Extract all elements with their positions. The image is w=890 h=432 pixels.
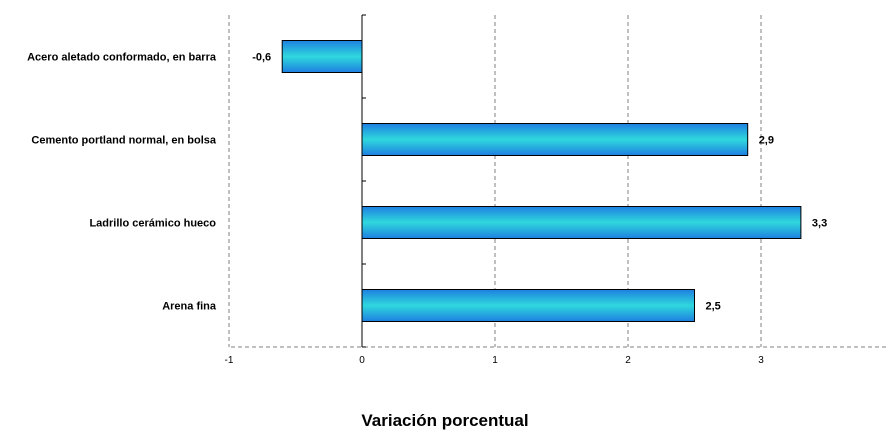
bar	[281, 40, 363, 73]
category-label: Cemento portland normal, en bolsa	[31, 135, 216, 147]
x-axis-title: Variación porcentual	[361, 411, 529, 430]
x-tick-label: 1	[492, 355, 498, 366]
category-label: Acero aletado conformado, en barra	[27, 52, 217, 64]
bars	[281, 40, 802, 322]
data-label: 2,9	[759, 135, 774, 147]
x-tick-label: 0	[359, 355, 365, 366]
bar	[361, 206, 802, 239]
x-tick-label: -1	[225, 355, 234, 366]
x-tick-label: 3	[758, 355, 764, 366]
labels: Acero aletado conformado, en barra -0,6 Ce…	[27, 52, 827, 367]
axes	[361, 14, 366, 348]
x-tick-label: 2	[625, 355, 631, 366]
data-label: 3,3	[812, 218, 827, 230]
data-label: -0,6	[252, 52, 271, 64]
category-label: Ladrillo cerámico hueco	[89, 218, 216, 230]
bar	[361, 289, 695, 322]
data-label: 2,5	[706, 301, 721, 313]
bar	[361, 123, 749, 156]
category-label: Arena fina	[162, 301, 217, 313]
